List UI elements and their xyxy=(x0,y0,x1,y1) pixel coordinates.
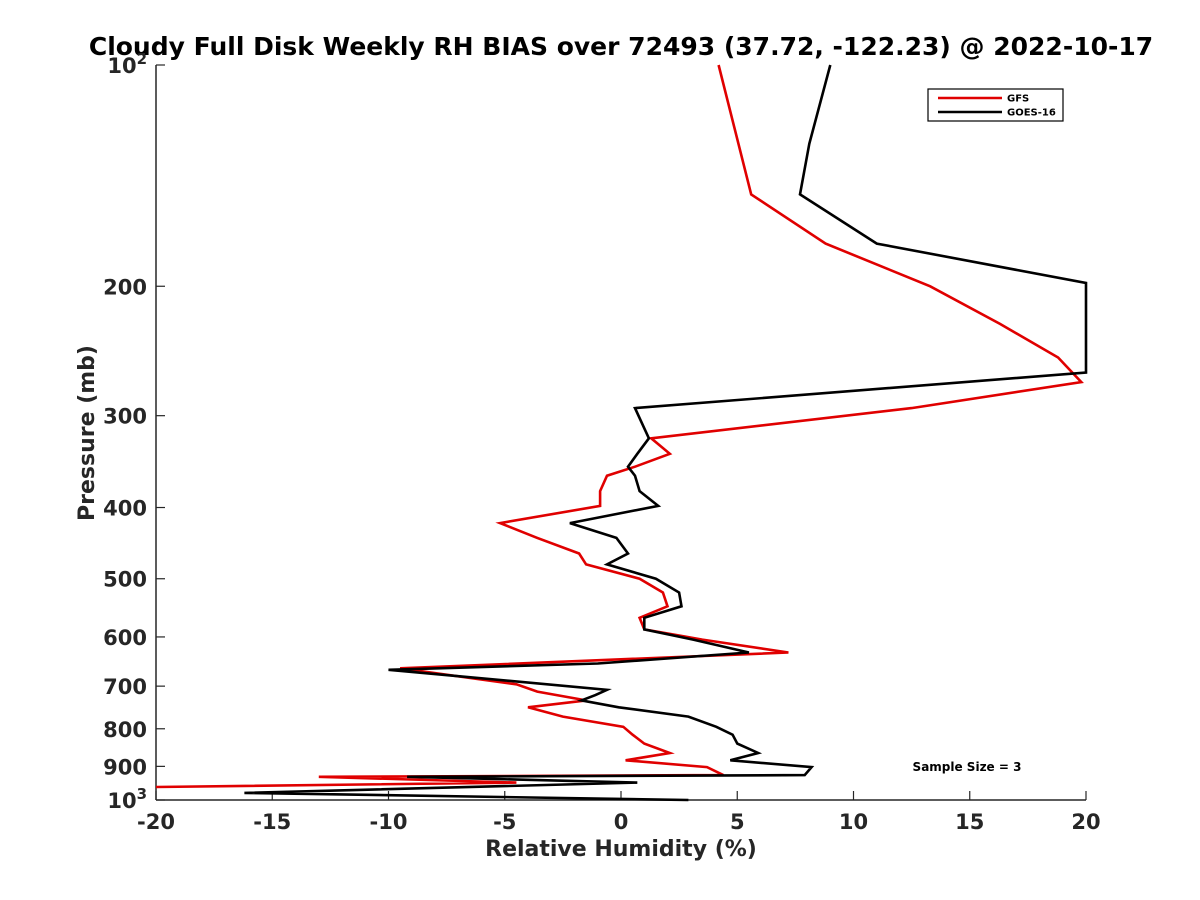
y-tick-label: 300 xyxy=(103,405,147,429)
x-tick-label: -5 xyxy=(493,810,516,834)
y-tick-label: 500 xyxy=(103,568,147,592)
x-ticks: -20 -15 -10 -5 0 5 10 15 20 xyxy=(137,791,1101,834)
y-tick-label: 800 xyxy=(103,718,147,742)
series-line-gfs xyxy=(155,64,1084,789)
x-axis-label: Relative Humidity (%) xyxy=(485,837,757,862)
x-tick-label: 5 xyxy=(730,810,745,834)
y-tick-label: 103 xyxy=(107,785,147,813)
x-tick-label: 10 xyxy=(839,810,868,834)
legend-box xyxy=(927,88,1064,122)
y-tick-label: 700 xyxy=(103,675,147,699)
sample-size-annotation: Sample Size = 3 xyxy=(913,760,1022,774)
y-tick-label: 102 xyxy=(107,50,147,78)
x-tick-label: 20 xyxy=(1071,810,1100,834)
series-line-goes-16 xyxy=(244,64,1088,802)
legend: GFS GOES-16 xyxy=(927,88,1064,122)
x-tick-label: 0 xyxy=(614,810,629,834)
x-tick-label: -10 xyxy=(370,810,408,834)
y-tick-label: 400 xyxy=(103,497,147,521)
y-tick-label: 200 xyxy=(103,275,147,299)
x-tick-label: -15 xyxy=(253,810,291,834)
y-tick-label: 600 xyxy=(103,626,147,650)
x-tick-label: 15 xyxy=(955,810,984,834)
legend-label: GFS xyxy=(1007,94,1029,105)
legend-label: GOES-16 xyxy=(1007,108,1056,119)
y-axis-label: Pressure (mb) xyxy=(75,345,100,521)
chart-title: Cloudy Full Disk Weekly RH BIAS over 724… xyxy=(89,32,1153,61)
series-lines xyxy=(155,64,1088,802)
y-tick-label: 900 xyxy=(103,755,147,779)
y-ticks: 102 200 300 400 500 600 700 800 900 103 xyxy=(103,50,165,813)
x-tick-label: -20 xyxy=(137,810,175,834)
plot-area: -20 -15 -10 -5 0 5 10 15 20 102 200 300 400 500 600 70… xyxy=(103,50,1100,834)
